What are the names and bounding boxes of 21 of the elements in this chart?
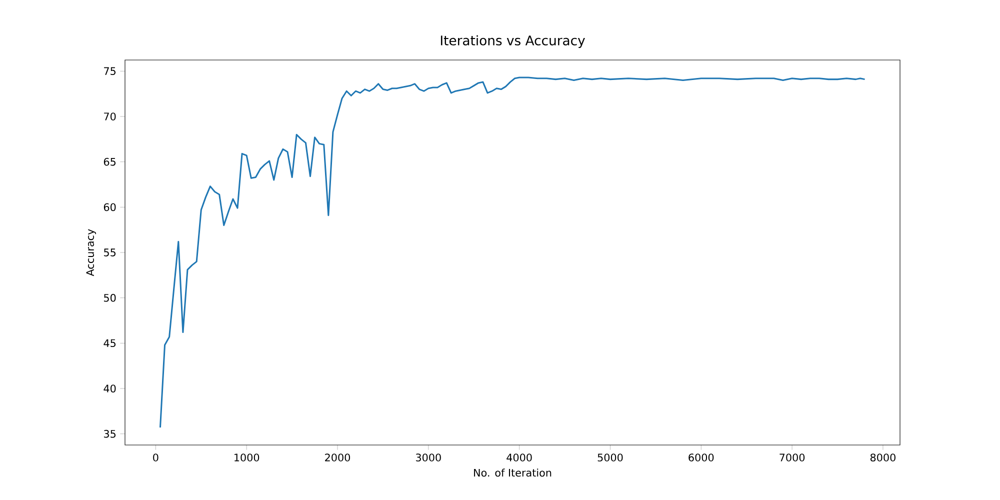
y-tick-label: 50: [104, 294, 116, 302]
x-tick-label: 2000: [325, 454, 350, 462]
x-tick-label: 5000: [598, 454, 623, 462]
y-axis-title: Accuracy: [86, 229, 96, 276]
y-tick-label: 40: [104, 384, 116, 392]
y-tick-label: 65: [104, 158, 116, 166]
x-tick-label: 3000: [416, 454, 441, 462]
x-axis-title: No. of Iteration: [474, 468, 552, 477]
chart-title: Iterations vs Accuracy: [440, 35, 585, 48]
y-tick-label: 60: [104, 203, 116, 212]
y-tick-label: 35: [104, 430, 116, 438]
y-tick-label: 75: [104, 67, 116, 76]
y-tick-label: 70: [104, 112, 116, 120]
x-tick-label: 6000: [688, 454, 714, 462]
x-tick-label: 0: [153, 454, 158, 462]
x-tick-label: 1000: [234, 454, 260, 462]
y-tick-label: 45: [104, 339, 116, 348]
x-tick-label: 8000: [870, 454, 896, 462]
x-tick-label: 7000: [780, 454, 805, 462]
x-tick-label: 4000: [506, 454, 532, 462]
y-tick-label: 55: [104, 248, 116, 256]
